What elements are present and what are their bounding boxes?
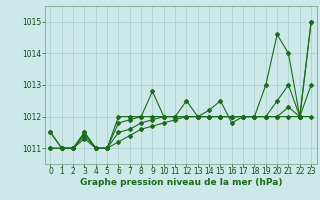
X-axis label: Graphe pression niveau de la mer (hPa): Graphe pression niveau de la mer (hPa) [80, 178, 282, 187]
